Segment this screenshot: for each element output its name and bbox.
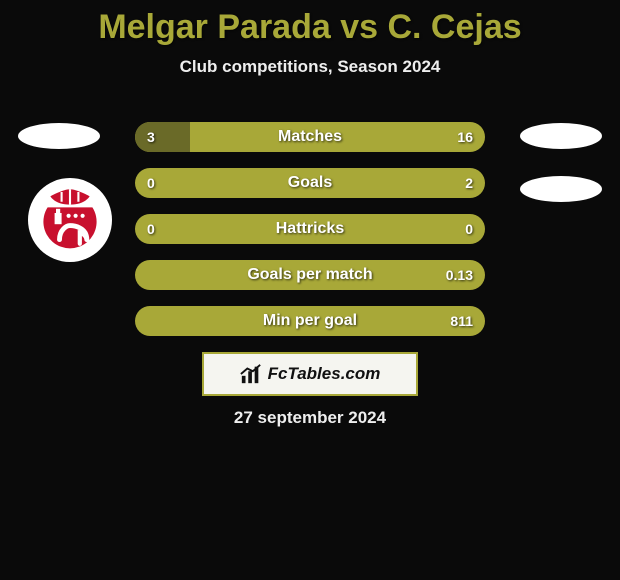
stat-right-value: 0.13 [434,260,485,290]
stat-label: Hattricks [135,214,485,244]
date-label: 27 september 2024 [0,408,620,428]
stat-row-hattricks: 0 Hattricks 0 [135,214,485,244]
fctables-label: FcTables.com [268,364,381,384]
club-badge-icon [35,185,105,255]
stat-right-value: 2 [453,168,485,198]
stat-label: Min per goal [135,306,485,336]
player-left-placeholder-1 [18,123,100,149]
stat-row-matches: 3 Matches 16 [135,122,485,152]
stat-right-value: 0 [453,214,485,244]
stat-row-goals-per-match: Goals per match 0.13 [135,260,485,290]
stat-row-min-per-goal: Min per goal 811 [135,306,485,336]
stat-row-goals: 0 Goals 2 [135,168,485,198]
stat-label: Matches [135,122,485,152]
player-right-placeholder-2 [520,176,602,202]
subtitle: Club competitions, Season 2024 [0,57,620,77]
page-title: Melgar Parada vs C. Cejas [0,0,620,47]
stat-right-value: 16 [445,122,485,152]
player-right-placeholder-1 [520,123,602,149]
fctables-watermark: FcTables.com [202,352,418,396]
stat-right-value: 811 [438,306,485,336]
stat-label: Goals [135,168,485,198]
stat-label: Goals per match [135,260,485,290]
club-badge-left [28,178,112,262]
stats-bars: 3 Matches 16 0 Goals 2 0 Hattricks 0 Goa… [135,122,485,352]
bar-chart-icon [240,363,262,385]
